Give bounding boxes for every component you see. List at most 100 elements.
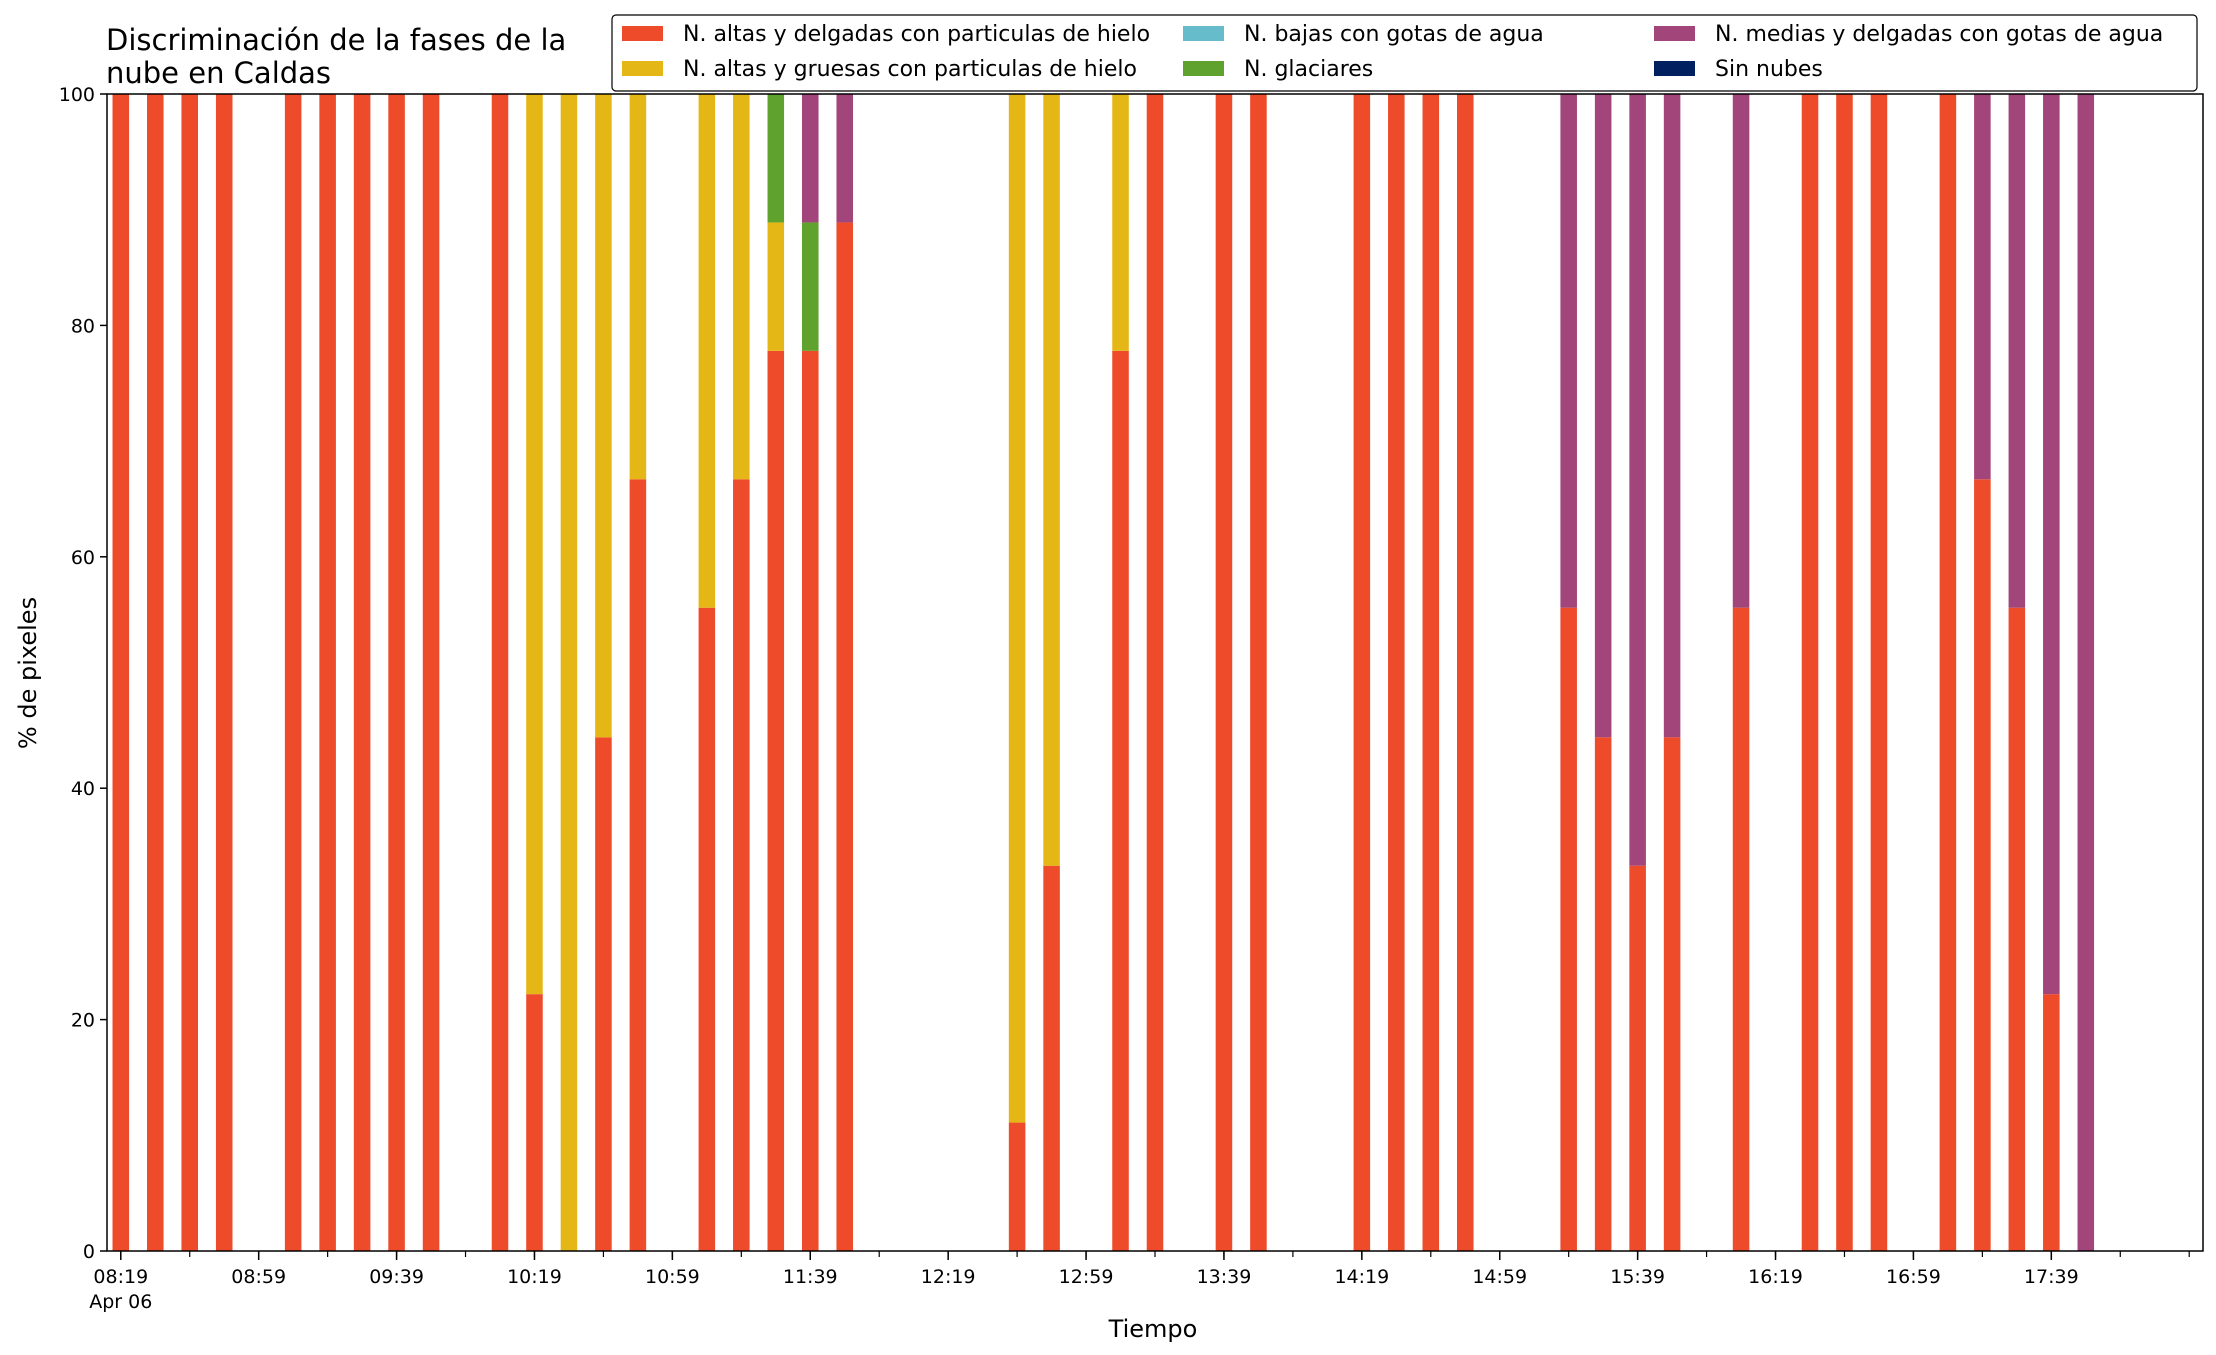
x-tick-label: 13:39: [1197, 1266, 1252, 1288]
bar-segment-0839-s0: [181, 94, 199, 1251]
bar-segment-1649-s0: [1870, 94, 1888, 1251]
y-tick-label: 80: [71, 315, 95, 337]
bar-segment-1129-s3: [767, 94, 785, 223]
x-tick-label: 14:59: [1472, 1266, 1527, 1288]
x-tick-label: 16:59: [1886, 1266, 1941, 1288]
legend-label-0: N. altas y delgadas con particulas de hi…: [683, 22, 1150, 47]
x-tick-label: 14:19: [1334, 1266, 1389, 1288]
bar-segment-1029-s1: [560, 94, 578, 1251]
legend-label-3: N. glaciares: [1244, 57, 1373, 82]
bar-segment-1629-s0: [1801, 94, 1819, 1251]
bar-segment-1609-s0: [1732, 607, 1750, 1251]
y-tick-label: 100: [59, 84, 95, 106]
bar-segment-1049-s0: [629, 479, 647, 1251]
y-axis: 0 20 40 60 80 100: [59, 84, 107, 1263]
bar-segment-1739-s4: [2043, 94, 2060, 995]
chart-title-line-2: nube en Caldas: [106, 56, 331, 90]
legend-label-1: N. altas y gruesas con particulas de hie…: [683, 57, 1137, 82]
bar-segment-1249-s0: [1043, 865, 1060, 1251]
legend-swatch-2: [1183, 26, 1224, 41]
bar-segment-1019-s1: [526, 94, 543, 995]
bar-segment-1519-s0: [1560, 607, 1577, 1251]
y-tick-label: 0: [83, 1241, 95, 1263]
bar-segment-1039-s0: [595, 737, 612, 1251]
bar-segment-1009-s0: [491, 94, 509, 1251]
bar-segment-1139-s0: [801, 350, 819, 1252]
bar-segment-1539-s0: [1629, 865, 1646, 1251]
x-tick-label: 15:39: [1610, 1266, 1665, 1288]
bar-segment-0829-s0: [146, 94, 164, 1251]
bar-segment-1239-s0: [1008, 1122, 1026, 1251]
bar-segment-1539-s4: [1629, 94, 1646, 866]
x-tick-label: 10:19: [507, 1266, 562, 1288]
legend-items: N. altas y delgadas con particulas de hi…: [622, 22, 2163, 82]
bar-segment-0919-s0: [319, 94, 336, 1251]
y-tick-label: 20: [71, 1010, 95, 1032]
bar-segment-1549-s4: [1663, 94, 1681, 738]
bar-segment-1049-s1: [629, 94, 647, 480]
x-tick-label: 16:19: [1748, 1266, 1803, 1288]
x-tick-label: 12:59: [1059, 1266, 1114, 1288]
bar-segment-1529-s4: [1594, 94, 1612, 738]
bar-segment-1139-s4: [801, 94, 819, 223]
x-axis-label: Tiempo: [1108, 1315, 1198, 1343]
bar-segment-1609-s4: [1732, 94, 1750, 608]
bar-segment-1129-s1: [767, 222, 785, 351]
bar-segment-1249-s1: [1043, 94, 1060, 866]
bar-segment-1729-s0: [2008, 607, 2026, 1251]
bar-segment-1119-s1: [733, 94, 750, 480]
y-tick-label: 60: [71, 547, 95, 569]
x-tick-label: 10:59: [645, 1266, 700, 1288]
bar-segment-1739-s0: [2043, 994, 2060, 1251]
bar-segment-1339-s0: [1215, 94, 1233, 1251]
bar-segment-0819-s0: [112, 94, 130, 1251]
chart-title-line-1: Discriminación de la fases de la: [106, 23, 566, 57]
y-tick-label: 40: [71, 778, 95, 800]
bar-segment-1319-s0: [1146, 94, 1164, 1251]
x-tick-label: 09:39: [369, 1266, 424, 1288]
legend-swatch-3: [1183, 61, 1224, 76]
bar-segment-1729-s4: [2008, 94, 2026, 608]
bar-segment-1639-s0: [1836, 94, 1853, 1251]
legend-swatch-4: [1654, 26, 1695, 41]
y-axis-label: % de pixeles: [14, 597, 42, 749]
bar-segment-1119-s0: [733, 479, 750, 1251]
legend-label-5: Sin nubes: [1715, 57, 1823, 82]
legend-swatch-5: [1654, 61, 1695, 76]
bar-segment-1549-s0: [1663, 737, 1681, 1251]
bar-segment-1239-s1: [1008, 94, 1026, 1123]
bar-segment-0909-s0: [284, 94, 302, 1251]
x-tick-label: 12:19: [921, 1266, 976, 1288]
legend: N. altas y delgadas con particulas de hi…: [611, 14, 2198, 92]
bar-segment-1309-s1: [1112, 94, 1129, 351]
bar-segment-1139-s3: [801, 222, 819, 351]
x-date-label: Apr 06: [89, 1291, 152, 1313]
bar-segment-1529-s0: [1594, 737, 1612, 1251]
bar-segment-1149-s0: [836, 222, 854, 1252]
bar-segment-1419-s0: [1353, 94, 1371, 1251]
bar-segment-1439-s0: [1422, 94, 1440, 1251]
bars-layer: [112, 94, 2095, 1252]
bar-segment-1719-s0: [1974, 479, 1991, 1251]
bar-segment-1429-s0: [1388, 94, 1405, 1251]
bar-segment-1449-s0: [1456, 94, 1474, 1251]
legend-label-2: N. bajas con gotas de agua: [1244, 22, 1544, 47]
x-tick-label: 17:39: [2024, 1266, 2079, 1288]
bar-segment-0929-s0: [353, 94, 371, 1251]
bar-segment-1019-s0: [526, 994, 543, 1251]
bar-segment-1109-s0: [698, 607, 716, 1251]
bar-segment-1349-s0: [1250, 94, 1267, 1251]
bar-segment-1149-s4: [836, 94, 854, 223]
bar-segment-1719-s4: [1974, 94, 1991, 480]
bar-segment-1519-s4: [1560, 94, 1577, 608]
legend-swatch-1: [622, 61, 663, 76]
x-tick-label: 11:39: [783, 1266, 838, 1288]
legend-frame: [611, 14, 2198, 92]
x-tick-label: 08:19: [93, 1266, 148, 1288]
legend-swatch-0: [622, 26, 663, 41]
bar-segment-1749-s4: [2077, 94, 2095, 1251]
bar-segment-0949-s0: [422, 94, 440, 1251]
bar-segment-1129-s0: [767, 350, 785, 1252]
bar-segment-0939-s0: [388, 94, 405, 1251]
